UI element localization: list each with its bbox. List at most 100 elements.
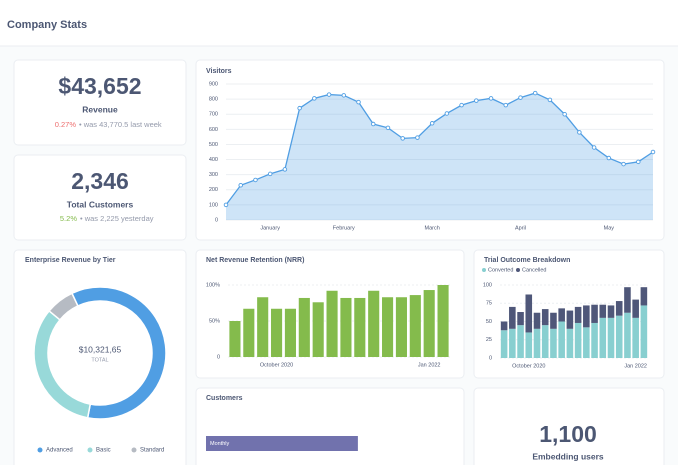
point: [253, 177, 258, 183]
point: [591, 145, 597, 150]
bar: [632, 317, 639, 358]
header-bar: [0, 0, 678, 46]
bar: [583, 327, 590, 358]
point: [415, 135, 420, 140]
y-tick-label: 600: [209, 127, 218, 133]
chart-card: [195, 59, 665, 241]
legend-swatch: [516, 268, 520, 272]
bar: [500, 330, 508, 358]
bar: [558, 308, 565, 322]
point: [223, 202, 229, 208]
chart-title: Net Revenue Retention (NRR): [206, 257, 304, 264]
bar: [525, 294, 533, 333]
bar: [558, 321, 565, 358]
point: [459, 102, 464, 108]
y-tick-label: 300: [209, 172, 218, 178]
point: [429, 121, 435, 126]
kpi-change: 5.2%: [60, 214, 77, 223]
point: [488, 96, 494, 101]
chart-title: Customers: [206, 395, 243, 402]
bar: [395, 297, 407, 357]
point: [238, 182, 243, 188]
bar: [517, 325, 524, 358]
x-tick-label: Jan 2022: [624, 363, 647, 369]
bar: [541, 309, 549, 326]
point: [577, 130, 582, 135]
chart-title: Enterprise Revenue by Tier: [25, 257, 116, 264]
bar: [566, 328, 574, 358]
donut-total: $10,321,65: [79, 344, 122, 354]
x-tick-label: October 2020: [512, 363, 545, 369]
bar: [533, 312, 541, 329]
y-tick-label: 50: [486, 319, 492, 325]
y-tick-label: 0: [217, 354, 220, 360]
point: [474, 98, 479, 103]
bar: [229, 321, 241, 357]
bar: [640, 305, 648, 358]
kpi-label: Embedding users: [532, 451, 604, 461]
bar: [624, 312, 631, 358]
bar: [517, 312, 524, 326]
bar: [632, 299, 639, 318]
bar: [509, 306, 516, 329]
kpi-comparison: • was 2,225 yesterday: [80, 214, 154, 223]
kpi-card: [13, 154, 187, 241]
point: [326, 92, 332, 97]
bar-label: Monthly: [210, 441, 230, 447]
bar: [599, 304, 607, 318]
area: [226, 93, 653, 220]
legend-label: Converted: [488, 267, 513, 273]
x-tick-label: February: [333, 225, 355, 231]
y-tick-label: 25: [486, 337, 492, 343]
chart-title: Visitors: [206, 68, 232, 75]
legend-swatch: [87, 447, 93, 453]
bar: [284, 308, 296, 357]
page-title: Company Stats: [7, 19, 87, 31]
bar: [326, 290, 338, 357]
bar: [541, 325, 549, 358]
bar: [500, 321, 508, 331]
point: [385, 125, 391, 131]
legend-swatch: [482, 268, 486, 272]
bar: [525, 332, 533, 358]
kpi-card: [13, 59, 187, 146]
point: [621, 161, 626, 167]
line: [225, 92, 654, 206]
y-tick-label: 900: [209, 81, 218, 87]
bar: [437, 285, 449, 357]
x-tick-label: October 2020: [260, 362, 293, 368]
kpi-value: 1,100: [539, 421, 597, 447]
bar: [312, 302, 324, 357]
point: [444, 111, 450, 116]
point: [636, 159, 641, 165]
point: [282, 167, 288, 172]
chart-title: Trial Outcome Breakdown: [484, 257, 570, 264]
bar: [607, 305, 615, 318]
point: [562, 111, 567, 117]
kpi-label: Total Customers: [67, 199, 134, 209]
point: [650, 149, 656, 155]
legend-label: Cancelled: [522, 267, 546, 273]
bar: [271, 308, 283, 357]
kpi-change: 0.27%: [55, 120, 77, 129]
bar: [550, 328, 557, 358]
y-tick-label: 500: [209, 142, 218, 148]
bar: [533, 328, 541, 358]
legend-swatch: [37, 447, 43, 453]
bar: [624, 287, 631, 313]
bar: [607, 317, 615, 358]
point: [518, 95, 523, 100]
y-tick-label: 0: [215, 217, 218, 223]
point: [297, 105, 302, 111]
bar: [566, 310, 574, 329]
y-tick-label: 100%: [206, 282, 220, 288]
x-tick-label: April: [515, 225, 526, 231]
legend-label: Advanced: [46, 448, 73, 454]
bar: [354, 297, 366, 357]
x-tick-label: May: [604, 225, 615, 231]
kpi-value: $43,652: [58, 73, 141, 99]
bar: [583, 305, 590, 328]
bar: [574, 322, 582, 358]
point: [400, 136, 405, 141]
